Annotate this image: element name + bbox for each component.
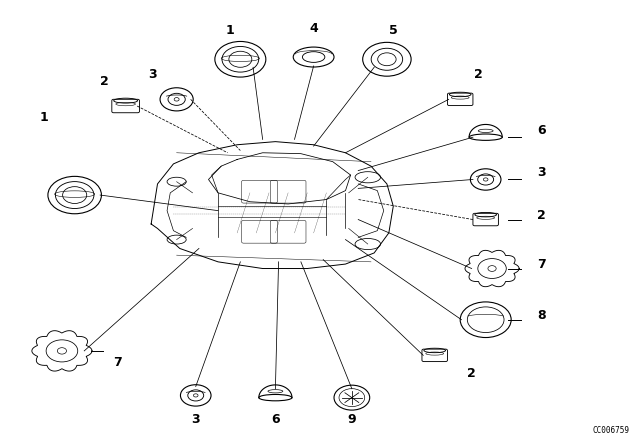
Text: 1: 1 xyxy=(40,111,49,124)
Text: 3: 3 xyxy=(538,166,546,179)
Text: 2: 2 xyxy=(538,209,546,222)
Text: 9: 9 xyxy=(348,414,356,426)
Text: 3: 3 xyxy=(191,414,200,426)
Text: 2: 2 xyxy=(467,366,476,379)
Text: 7: 7 xyxy=(113,357,122,370)
Text: 4: 4 xyxy=(309,22,318,34)
Text: 2: 2 xyxy=(474,69,483,82)
Text: 5: 5 xyxy=(389,24,397,37)
Text: 8: 8 xyxy=(538,309,546,322)
Text: CC006759: CC006759 xyxy=(592,426,629,435)
Text: 3: 3 xyxy=(148,69,157,82)
Text: 1: 1 xyxy=(225,24,234,37)
Text: 6: 6 xyxy=(538,124,546,137)
Text: 2: 2 xyxy=(100,75,109,88)
Text: 6: 6 xyxy=(271,414,280,426)
Text: 7: 7 xyxy=(538,258,546,271)
